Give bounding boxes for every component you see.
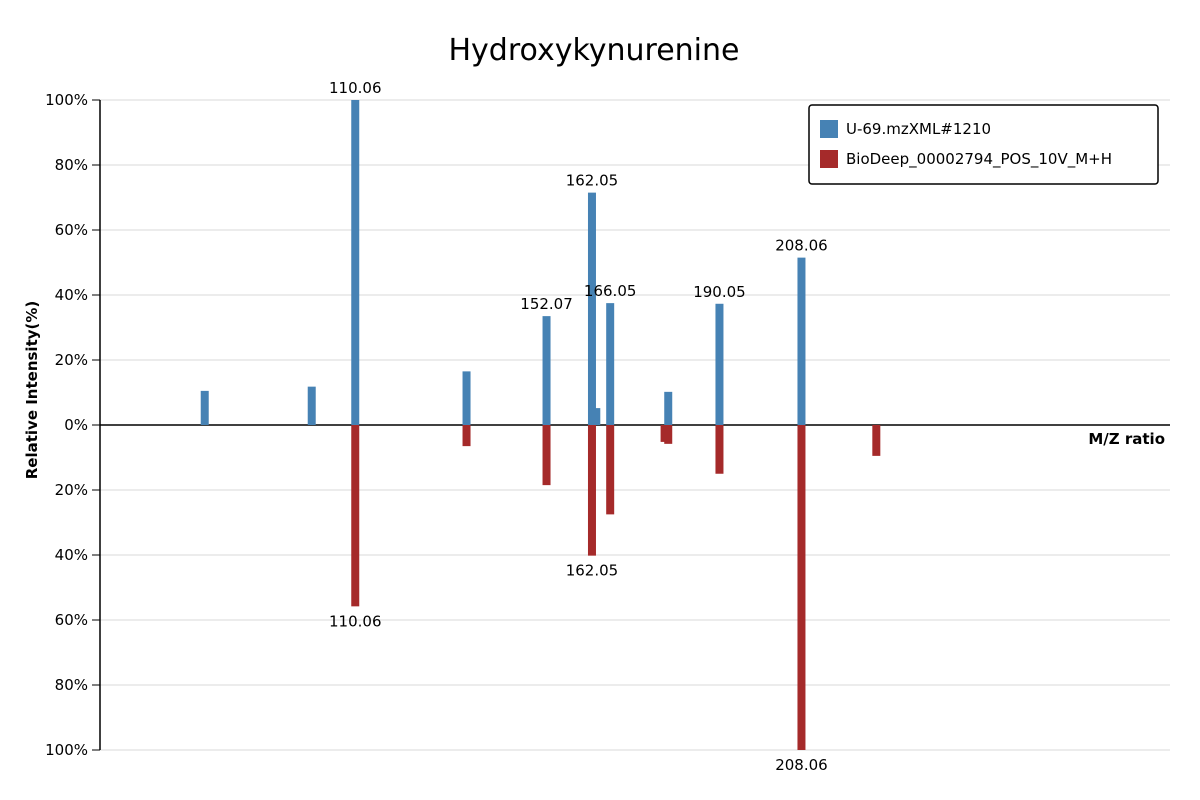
legend: U-69.mzXML#1210 BioDeep_00002794_POS_10V… bbox=[808, 104, 1159, 185]
peak-label: 162.05 bbox=[566, 172, 619, 190]
peak-label: 162.05 bbox=[566, 562, 619, 580]
bar-series-2 bbox=[872, 425, 881, 456]
bar-series-1 bbox=[542, 316, 551, 425]
legend-label-series-1: U-69.mzXML#1210 bbox=[846, 120, 991, 138]
bar-series-1 bbox=[797, 257, 806, 425]
bar-series-1 bbox=[351, 100, 360, 425]
y-tick-label: 0% bbox=[64, 416, 88, 434]
bar-series-2 bbox=[797, 425, 806, 750]
bar-series-2 bbox=[462, 425, 471, 447]
bar-series-1 bbox=[715, 303, 724, 425]
peak-labels: 110.06 152.07 162.05 166.05 190.05 208.06 110.… bbox=[329, 79, 828, 774]
peak-label: 208.06 bbox=[775, 237, 828, 255]
chart-title: Hydroxykynurenine bbox=[448, 33, 739, 68]
bar-series-1 bbox=[462, 371, 471, 425]
legend-box bbox=[808, 104, 1159, 185]
bar-series-2 bbox=[587, 425, 596, 556]
bar-series-2 bbox=[606, 425, 615, 515]
y-tick-label: 40% bbox=[55, 546, 88, 564]
legend-label-series-2: BioDeep_00002794_POS_10V_M+H bbox=[846, 150, 1112, 169]
bar-series-1 bbox=[664, 391, 673, 425]
bar-series-1 bbox=[592, 408, 601, 425]
y-tick-label: 60% bbox=[55, 221, 88, 239]
bar-series-1 bbox=[587, 192, 596, 425]
x-axis-label: M/Z ratio bbox=[1088, 430, 1165, 448]
y-axis-label: Relative Intensity(%) bbox=[23, 301, 41, 480]
bar-series-2 bbox=[715, 425, 724, 474]
bar-series-2 bbox=[351, 425, 360, 607]
grid-lines bbox=[100, 99, 1170, 751]
y-tick-label: 100% bbox=[45, 741, 88, 759]
bar-series-1 bbox=[200, 390, 209, 425]
legend-swatch-series-2 bbox=[820, 150, 838, 168]
peak-label: 110.06 bbox=[329, 612, 382, 630]
bar-series-2 bbox=[542, 425, 551, 486]
bars bbox=[200, 100, 881, 750]
peak-label: 110.06 bbox=[329, 79, 382, 97]
y-tick-label: 80% bbox=[55, 676, 88, 694]
y-tick-label: 80% bbox=[55, 156, 88, 174]
y-tick-label: 20% bbox=[55, 481, 88, 499]
y-tick-label: 20% bbox=[55, 351, 88, 369]
y-axis-ticks: 100% 80% 60% 40% 20% 0% 20% 40% 60% 80% 100% bbox=[45, 91, 100, 759]
y-tick-label: 100% bbox=[45, 91, 88, 109]
peak-label: 190.05 bbox=[693, 283, 746, 301]
y-tick-label: 40% bbox=[55, 286, 88, 304]
bar-series-2 bbox=[664, 425, 673, 444]
peak-label: 166.05 bbox=[584, 282, 637, 300]
peak-label: 208.06 bbox=[775, 756, 828, 774]
legend-swatch-series-1 bbox=[820, 120, 838, 138]
y-tick-label: 60% bbox=[55, 611, 88, 629]
peak-label: 152.07 bbox=[520, 295, 573, 313]
bar-series-1 bbox=[606, 303, 615, 425]
bar-series-1 bbox=[307, 386, 316, 425]
